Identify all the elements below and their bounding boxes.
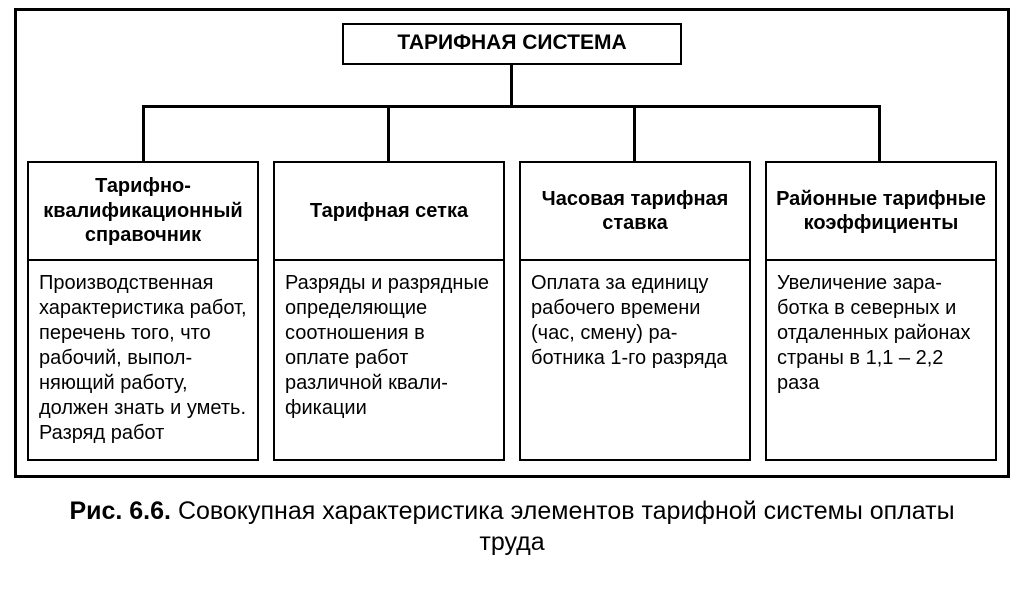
- child-title-text-2: Часовая тарифная ставка: [527, 187, 743, 236]
- connector-stem: [510, 65, 513, 105]
- figure-caption: Рис. 6.6. Совокупная характеристика элем…: [0, 496, 1024, 559]
- connector-drop-1: [387, 105, 390, 161]
- child-desc-2: Оплата за единицу рабочего времени (час,…: [519, 261, 751, 461]
- child-title-0: Тарифно- квалификационный справочник: [27, 161, 259, 261]
- child-title-text-1: Тарифная сетка: [310, 199, 468, 223]
- root-label: ТАРИФНАЯ СИСТЕМА: [397, 31, 626, 54]
- caption-label: Рис. 6.6.: [69, 497, 171, 525]
- child-title-1: Тарифная сетка: [273, 161, 505, 261]
- child-node-3: Районные тарифные коэффициенты Увеличени…: [765, 161, 997, 461]
- child-title-text-3: Районные тарифные коэффициенты: [773, 187, 989, 236]
- child-title-3: Районные тарифные коэффициенты: [765, 161, 997, 261]
- connector-drop-3: [878, 105, 881, 161]
- children-row: Тарифно- квалификационный справочник Про…: [27, 161, 997, 461]
- child-node-1: Тарифная сетка Разряды и разряд­ные опре…: [273, 161, 505, 461]
- connector-drop-0: [142, 105, 145, 161]
- connector-drop-2: [633, 105, 636, 161]
- connector-layer: [27, 65, 997, 161]
- caption-text: Совокупная характеристика элементов тари…: [178, 497, 955, 556]
- child-desc-1: Разряды и разряд­ные определяющие соотно…: [273, 261, 505, 461]
- connector-bus: [142, 105, 880, 108]
- diagram-frame: ТАРИФНАЯ СИСТЕМА Тарифно- квалификационн…: [14, 8, 1010, 478]
- child-node-2: Часовая тарифная ставка Оплата за единиц…: [519, 161, 751, 461]
- child-node-0: Тарифно- квалификационный справочник Про…: [27, 161, 259, 461]
- root-node: ТАРИФНАЯ СИСТЕМА: [342, 23, 682, 65]
- child-title-text-0: Тарифно- квалификационный справочник: [35, 174, 251, 247]
- child-desc-0: Производственная характеристика ра­бот, …: [27, 261, 259, 461]
- child-desc-3: Увеличение зара­ботка в северных и отдал…: [765, 261, 997, 461]
- child-title-2: Часовая тарифная ставка: [519, 161, 751, 261]
